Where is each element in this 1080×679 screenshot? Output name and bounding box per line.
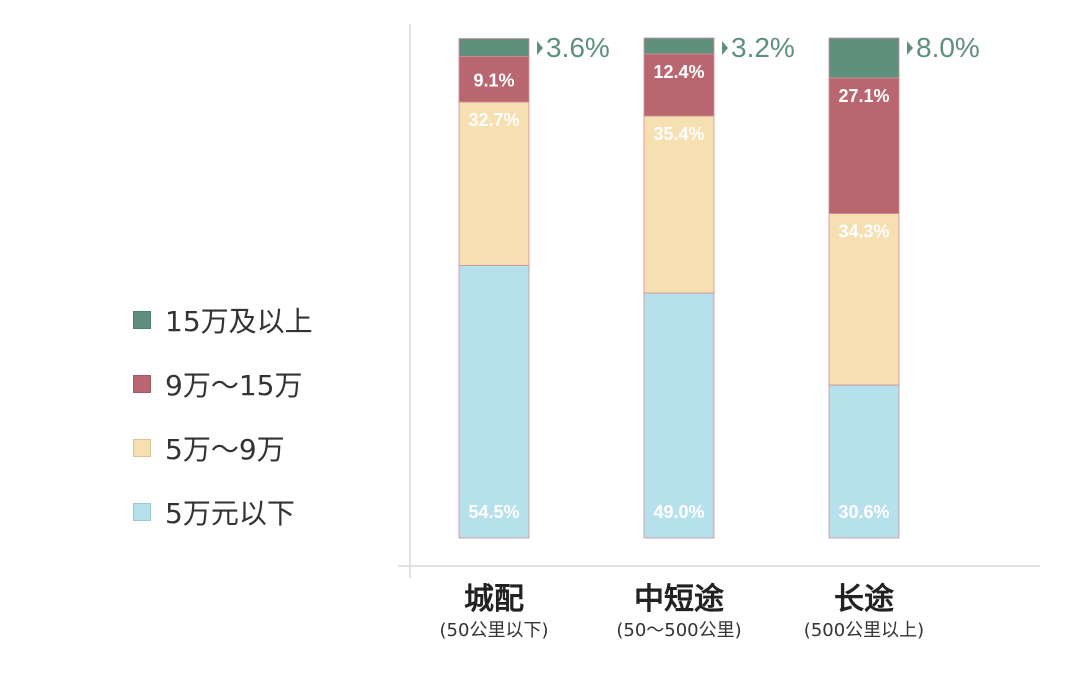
data-label-urban-upper-mid-tier: 9.1%: [473, 70, 514, 90]
bar-segment-mid-short-top-tier: [643, 37, 715, 55]
bar-segment-urban-low-tier: [458, 265, 530, 539]
data-label-long-haul-top-tier: 8.0%: [916, 32, 980, 63]
legend-item-mid-tier: 5万～9万: [133, 428, 285, 468]
legend-label-top-tier: 15万及以上: [165, 305, 313, 338]
bar-segment-mid-short-upper-mid-tier: [643, 53, 715, 117]
bar-segment-long-haul-top-tier: [828, 37, 900, 79]
data-label-long-haul-low-tier: 30.6%: [838, 502, 889, 522]
bar-segment-urban-top-tier: [458, 38, 530, 57]
data-label-long-haul-upper-mid-tier: 27.1%: [838, 86, 889, 106]
legend-item-upper-mid-tier: 9万～15万: [133, 364, 302, 404]
legend-label-mid-tier: 5万～9万: [165, 433, 285, 466]
legend-item-low-tier: 5万元以下: [133, 492, 295, 532]
data-label-mid-short-low-tier: 49.0%: [653, 502, 704, 522]
x-axis-category-urban: 城配 (50公里以下): [440, 582, 549, 642]
callout-arrow-icon-long-haul: [907, 41, 913, 55]
legend-swatch-upper-mid-tier: [133, 375, 151, 393]
data-label-urban-mid-tier: 32.7%: [468, 110, 519, 130]
data-label-mid-short-top-tier: 3.2%: [731, 32, 795, 63]
legend-swatch-mid-tier: [133, 439, 151, 457]
x-tick-label-urban: 城配: [463, 582, 524, 617]
bar-segment-mid-short-mid-tier: [643, 115, 715, 294]
x-axis-category-long-haul: 长途 (500公里以上): [804, 582, 924, 642]
bar-segment-long-haul-mid-tier: [828, 213, 900, 386]
data-label-urban-top-tier: 3.6%: [546, 32, 610, 63]
legend-label-upper-mid-tier: 9万～15万: [165, 369, 303, 402]
bar-segment-long-haul-low-tier: [828, 384, 900, 539]
callout-arrow-icon-urban: [537, 41, 543, 55]
x-tick-note-long-haul: (500公里以上): [803, 620, 925, 641]
data-label-urban-low-tier: 54.5%: [468, 502, 519, 522]
bar-segment-urban-mid-tier: [458, 101, 530, 266]
data-label-mid-short-mid-tier: 35.4%: [653, 124, 704, 144]
legend-label-low-tier: 5万元以下: [165, 497, 295, 530]
callout-arrow-icon-mid-short: [722, 41, 728, 55]
legend-item-top-tier: 15万及以上: [133, 300, 313, 340]
bar-segment-long-haul-upper-mid-tier: [828, 77, 900, 214]
bar-segment-urban-upper-mid-tier: [458, 56, 530, 103]
x-tick-label-mid-short: 中短途: [634, 582, 724, 617]
x-tick-note-urban: (50公里以下): [439, 620, 549, 641]
x-tick-note-mid-short: (50～500公里): [616, 620, 742, 641]
legend-swatch-top-tier: [133, 311, 151, 329]
data-label-mid-short-upper-mid-tier: 12.4%: [653, 62, 704, 82]
bar-segment-mid-short-low-tier: [643, 292, 715, 539]
data-label-long-haul-mid-tier: 34.3%: [838, 222, 889, 242]
legend-swatch-low-tier: [133, 503, 151, 521]
x-axis-category-mid-short: 中短途 (50～500公里): [616, 582, 741, 642]
x-tick-label-long-haul: 长途: [834, 582, 894, 617]
